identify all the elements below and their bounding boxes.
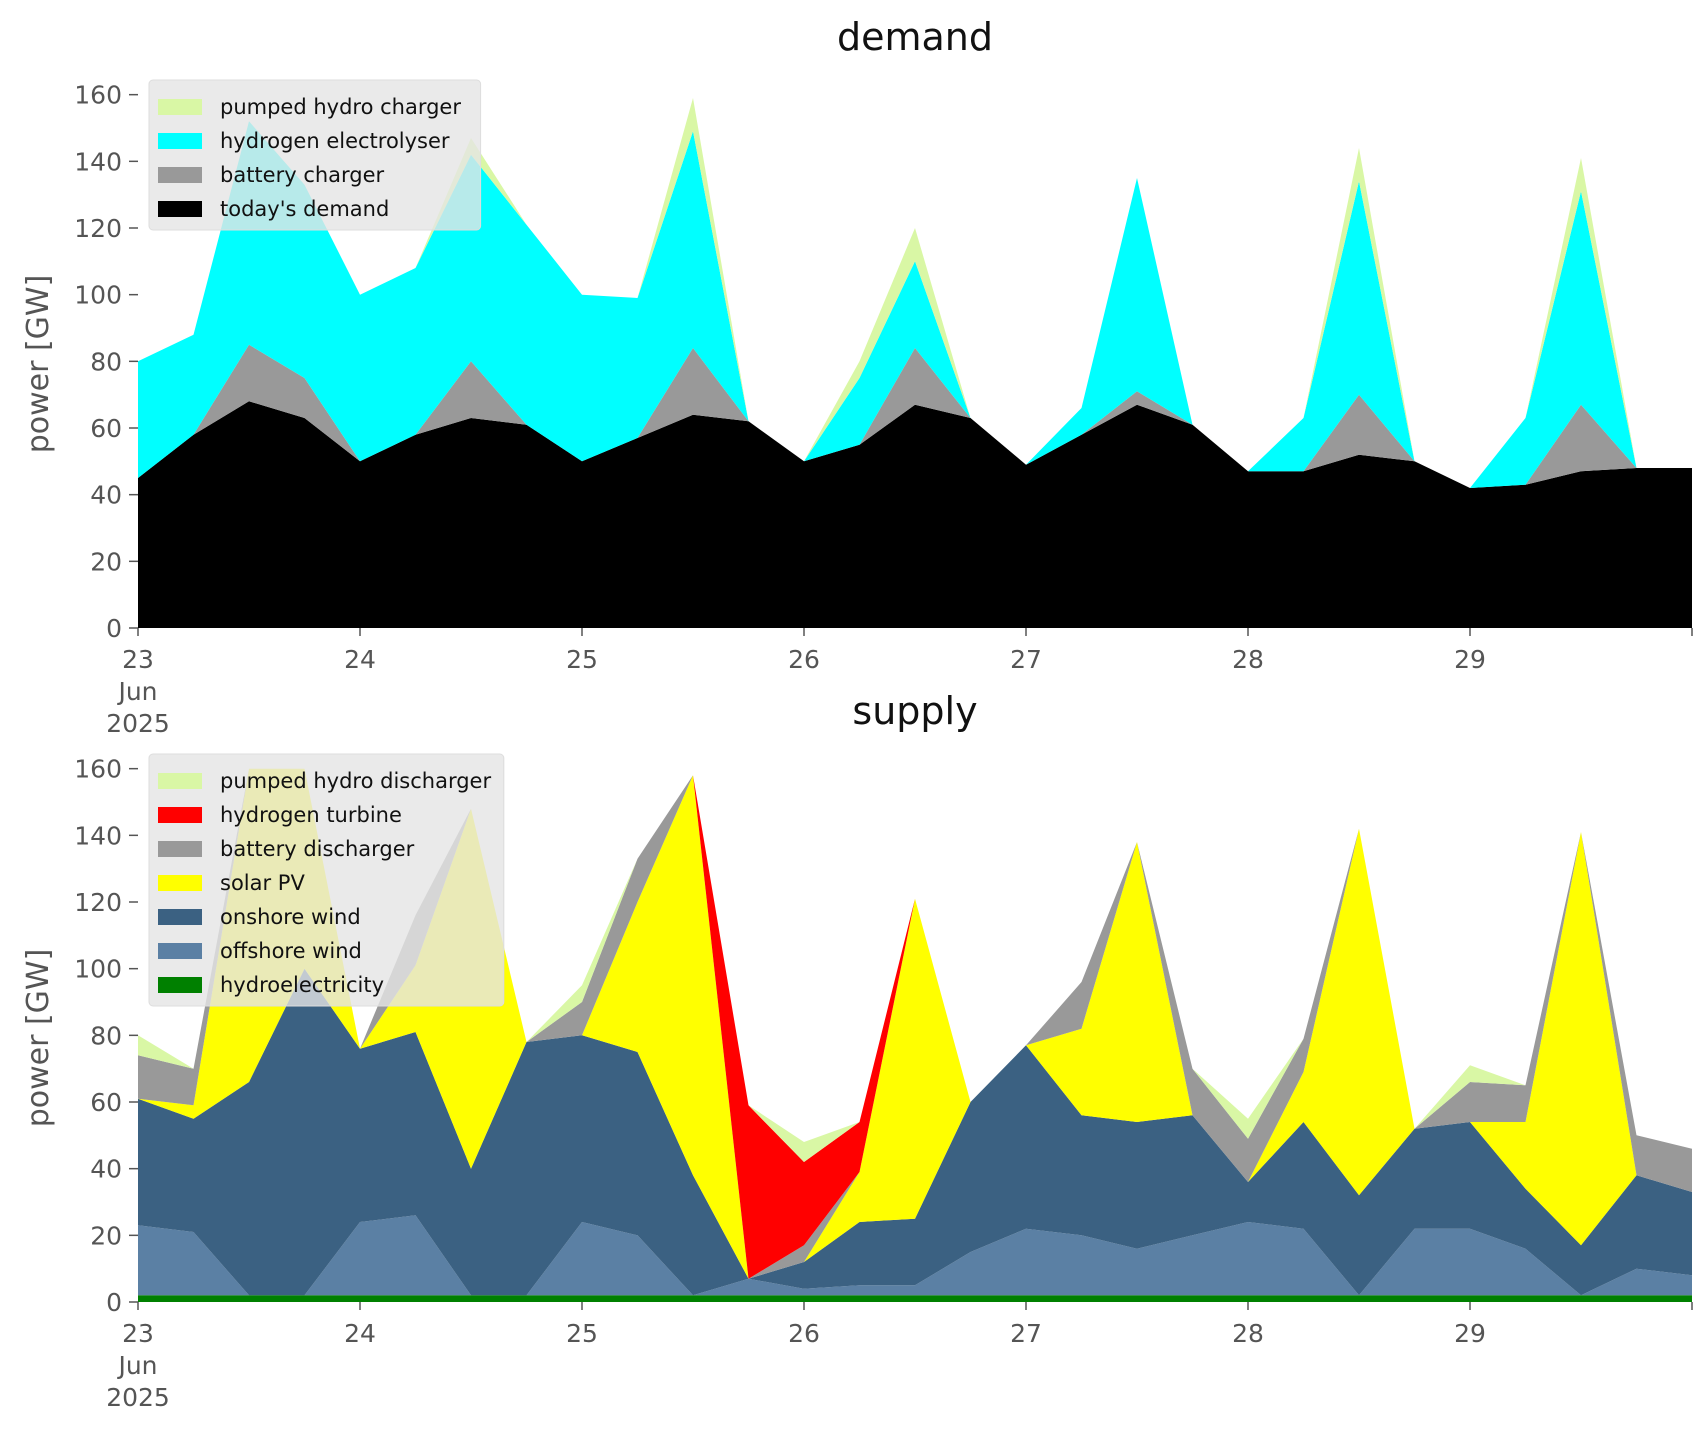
supply-area-offshore-wind: [138, 1215, 1692, 1296]
supply-xtick-label: 29: [1454, 1319, 1486, 1348]
demand-legend-frame: [148, 79, 482, 231]
supply-legend-label-battery-discharger: battery discharger: [220, 837, 415, 861]
supply-ytick-label: 0: [106, 1288, 122, 1317]
demand-legend: pumped hydro charger hydrogen electrolyse…: [148, 79, 482, 231]
demand-legend-label-battery-charger: battery charger: [220, 163, 385, 187]
supply-chart-ylabel: power [GW]: [21, 949, 56, 1128]
supply-legend-swatch-solar-pv: [158, 875, 202, 891]
demand-axes: 0 20 40 60 80 100 120 140 160 23 Jun 2025 24 25 26 27 28…: [74, 81, 1693, 738]
demand-area-today-s-demand: [138, 401, 1692, 628]
demand-area-hydrogen-electrolyser: [138, 121, 1692, 489]
supply-ytick-label: 160: [74, 755, 122, 784]
demand-xtick-label: Jun: [116, 677, 157, 706]
supply-xtick-label: 23: [122, 1319, 154, 1348]
demand-xtick-label: 2025: [106, 709, 170, 738]
demand-legend-swatch-battery-charger: [158, 167, 202, 183]
demand-ytick-label: 40: [90, 481, 122, 510]
demand-ytick-label: 0: [106, 614, 122, 643]
demand-legend-swatch-hydrogen-electrolyser: [158, 133, 202, 149]
supply-xtick-label: 27: [1010, 1319, 1042, 1348]
demand-ytick-label: 80: [90, 347, 122, 376]
supply-legend-swatch-hydroelectricity: [158, 977, 202, 993]
supply-legend-swatch-pumped-hydro-discharger: [158, 773, 202, 789]
demand-legend-label-pumped-hydro-charger: pumped hydro charger: [220, 95, 461, 119]
demand-xtick-label: 24: [344, 645, 376, 674]
supply-axes: 0 20 40 60 80 100 120 140 160 23 Jun 2025 24 25 26 27 28…: [74, 755, 1693, 1412]
demand-xtick-label: 29: [1454, 645, 1486, 674]
demand-ytick-label: 20: [90, 547, 122, 576]
demand-chart-ylabel: power [GW]: [21, 275, 56, 454]
demand-area-layer: [138, 98, 1692, 628]
supply-area-solar-pv: [138, 768, 1692, 1279]
supply-xtick-label: 24: [344, 1319, 376, 1348]
supply-legend-label-offshore-wind: offshore wind: [220, 939, 362, 963]
demand-xtick-label: 27: [1010, 645, 1042, 674]
supply-ytick-label: 100: [74, 955, 122, 984]
demand-ytick-label: 140: [74, 147, 122, 176]
supply-legend-swatch-offshore-wind: [158, 943, 202, 959]
supply-legend-frame: [148, 753, 505, 1007]
demand-chart: demand power [GW] 0 20 40 60 80 100 120 140 160 2…: [21, 15, 1693, 738]
supply-legend-swatch-onshore-wind: [158, 909, 202, 925]
supply-ytick-label: 60: [90, 1088, 122, 1117]
demand-legend-label-hydrogen-electrolyser: hydrogen electrolyser: [220, 129, 450, 153]
supply-legend: pumped hydro discharger hydrogen turbine b…: [148, 753, 505, 1007]
supply-xtick-label: 25: [566, 1319, 598, 1348]
supply-legend-label-hydroelectricity: hydroelectricity: [220, 973, 384, 997]
supply-area-hydroelectricity: [138, 1295, 1692, 1302]
supply-ytick-label: 40: [90, 1155, 122, 1184]
demand-xtick-label: 25: [566, 645, 598, 674]
supply-legend-label-hydrogen-turbine: hydrogen turbine: [220, 803, 402, 827]
supply-legend-label-pumped-hydro-discharger: pumped hydro discharger: [220, 769, 491, 793]
demand-area-battery-charger: [138, 344, 1692, 488]
demand-ytick-label: 160: [74, 81, 122, 110]
supply-xtick-label: Jun: [116, 1351, 157, 1380]
demand-ytick-label: 60: [90, 414, 122, 443]
supply-legend-label-onshore-wind: onshore wind: [220, 905, 361, 929]
demand-xtick-label: 23: [122, 645, 154, 674]
supply-xtick-label: 26: [788, 1319, 820, 1348]
demand-xtick-label: 26: [788, 645, 820, 674]
supply-chart-title: supply: [852, 689, 977, 733]
demand-ytick-label: 100: [74, 281, 122, 310]
supply-chart: supply power [GW] 0 20 40 60 80 100 120 140 160 2…: [21, 689, 1693, 1412]
demand-ytick-label: 120: [74, 214, 122, 243]
supply-ytick-label: 140: [74, 821, 122, 850]
supply-legend-swatch-battery-discharger: [158, 841, 202, 857]
supply-legend-label-solar-pv: solar PV: [220, 871, 305, 895]
demand-area-pumped-hydro-charger: [138, 98, 1692, 488]
supply-xtick-label: 2025: [106, 1383, 170, 1412]
supply-ytick-label: 80: [90, 1021, 122, 1050]
demand-legend-swatch-today-s-demand: [158, 201, 202, 217]
demand-legend-label-today-s-demand: today's demand: [220, 197, 389, 221]
supply-xtick-label: 28: [1232, 1319, 1264, 1348]
demand-legend-swatch-pumped-hydro-charger: [158, 99, 202, 115]
supply-area-onshore-wind: [138, 968, 1692, 1296]
supply-ytick-label: 120: [74, 888, 122, 917]
demand-chart-title: demand: [837, 15, 993, 59]
supply-ytick-label: 20: [90, 1221, 122, 1250]
demand-xtick-label: 28: [1232, 645, 1264, 674]
supply-legend-swatch-hydrogen-turbine: [158, 807, 202, 823]
supply-area-layer: [138, 768, 1692, 1302]
